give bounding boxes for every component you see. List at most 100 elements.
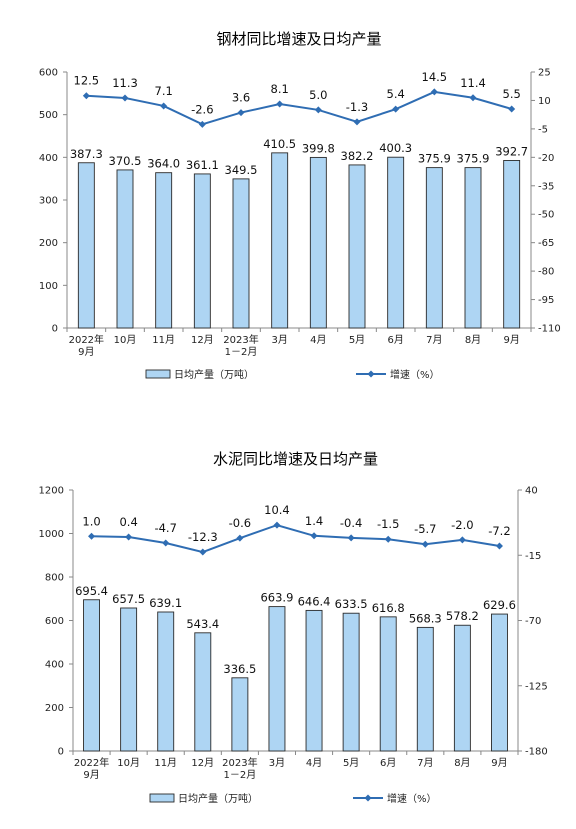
bar-data-label: 578.2 xyxy=(446,609,479,623)
x-tick-label: 9月 xyxy=(491,757,507,769)
line-point xyxy=(421,540,429,548)
line-data-label: 14.5 xyxy=(422,70,448,84)
line-point xyxy=(469,94,477,102)
line-data-label: 5.4 xyxy=(387,87,405,101)
line-data-label: 12.5 xyxy=(74,74,100,88)
x-tick-label: 4月 xyxy=(310,334,326,346)
left-tick-label: 400 xyxy=(45,660,64,671)
line-data-label: -4.7 xyxy=(154,521,176,535)
left-tick-label: 600 xyxy=(45,616,64,627)
x-tick-label: 3月 xyxy=(271,334,287,346)
bar xyxy=(491,613,508,752)
line-point xyxy=(310,532,318,540)
right-tick-label: -50 xyxy=(538,210,554,221)
x-tick-label: 4月 xyxy=(306,757,322,769)
bar-data-label: 657.5 xyxy=(112,592,145,606)
right-tick-label: -125 xyxy=(525,681,548,692)
left-tick-label: 200 xyxy=(45,703,64,714)
right-tick-label: -5 xyxy=(538,124,548,135)
left-tick-label: 0 xyxy=(52,324,58,335)
x-tick-label: 5月 xyxy=(343,757,359,769)
legend-bar-label: 日均产量（万吨） xyxy=(178,792,258,805)
line-point xyxy=(314,106,322,114)
x-tick-label: 2023年 xyxy=(222,756,257,769)
bar xyxy=(309,156,327,329)
x-tick-label: 10月 xyxy=(114,334,137,346)
right-tick-label: -95 xyxy=(538,295,554,306)
bar-data-label: 400.3 xyxy=(379,141,412,155)
x-tick-label: 6月 xyxy=(380,757,396,769)
line-point xyxy=(508,105,516,113)
line-point xyxy=(458,536,466,544)
bar xyxy=(268,606,286,752)
line-data-label: 1.4 xyxy=(305,514,323,528)
right-tick-label: -20 xyxy=(538,153,554,164)
bar xyxy=(194,632,212,752)
right-tick-label: 10 xyxy=(538,96,551,107)
left-tick-label: 0 xyxy=(58,747,64,758)
line-point xyxy=(88,532,96,540)
bar xyxy=(77,162,95,329)
bar-data-label: 646.4 xyxy=(298,594,331,608)
line-point xyxy=(430,88,438,96)
chart-title: 水泥同比增速及日均产量 xyxy=(213,450,378,468)
line-data-label: -7.2 xyxy=(488,524,510,538)
bar xyxy=(83,599,100,752)
bar xyxy=(379,616,397,752)
growth-line xyxy=(86,90,512,126)
bar xyxy=(387,156,405,329)
bar-data-label: 375.9 xyxy=(457,152,490,166)
line-data-label: -2.0 xyxy=(451,518,473,532)
bar xyxy=(305,609,323,752)
x-tick-label: 2022年 xyxy=(74,756,109,769)
left-tick-label: 500 xyxy=(39,110,58,121)
line-data-label: -0.6 xyxy=(229,516,251,530)
x-tick-label: 5月 xyxy=(349,334,365,346)
line-point xyxy=(237,109,245,117)
right-tick-label: -110 xyxy=(538,324,561,335)
right-tick-label: 40 xyxy=(525,486,538,497)
x-tick-label: 1－2月 xyxy=(224,769,257,781)
line-data-label: -12.3 xyxy=(188,530,218,544)
x-tick-label: 1－2月 xyxy=(225,346,258,358)
line-data-label: 11.3 xyxy=(112,76,138,90)
x-tick-label: 12月 xyxy=(191,757,214,769)
x-tick-label: 10月 xyxy=(117,757,140,769)
x-tick-label: 7月 xyxy=(417,757,433,769)
x-tick-label: 9月 xyxy=(78,346,94,358)
right-tick-label: -15 xyxy=(525,551,541,562)
line-data-label: -1.3 xyxy=(346,100,368,114)
legend-line-marker xyxy=(364,794,372,802)
bar xyxy=(503,159,521,329)
legend-line-label: 增速（%） xyxy=(387,792,437,805)
line-data-label: -1.5 xyxy=(377,517,399,531)
line-data-label: 5.0 xyxy=(309,88,327,102)
bar-data-label: 543.4 xyxy=(186,617,219,631)
x-tick-label: 3月 xyxy=(269,757,285,769)
line-point xyxy=(392,105,400,113)
line-point xyxy=(236,534,244,542)
line-data-label: 5.5 xyxy=(503,87,521,101)
legend-bar-swatch xyxy=(145,369,171,379)
x-tick-label: 8月 xyxy=(454,757,470,769)
line-data-label: -0.4 xyxy=(340,516,362,530)
bar-data-label: 375.9 xyxy=(418,152,451,166)
right-tick-label: -65 xyxy=(538,238,554,249)
legend-bar-swatch xyxy=(149,793,175,803)
bar-data-label: 392.7 xyxy=(495,144,528,158)
right-tick-label: -180 xyxy=(525,747,548,758)
line-point xyxy=(160,102,168,110)
bar-data-label: 370.5 xyxy=(109,154,142,168)
bar-data-label: 663.9 xyxy=(260,591,293,605)
bar xyxy=(342,612,360,752)
right-tick-label: -70 xyxy=(525,616,541,627)
bar xyxy=(453,624,471,752)
line-point xyxy=(495,542,503,550)
line-point xyxy=(276,100,284,108)
x-tick-label: 9月 xyxy=(83,769,99,781)
left-tick-label: 800 xyxy=(45,573,64,584)
x-tick-label: 2022年 xyxy=(69,333,104,346)
bar xyxy=(464,167,482,329)
x-tick-label: 12月 xyxy=(191,334,214,346)
bar xyxy=(416,626,434,752)
